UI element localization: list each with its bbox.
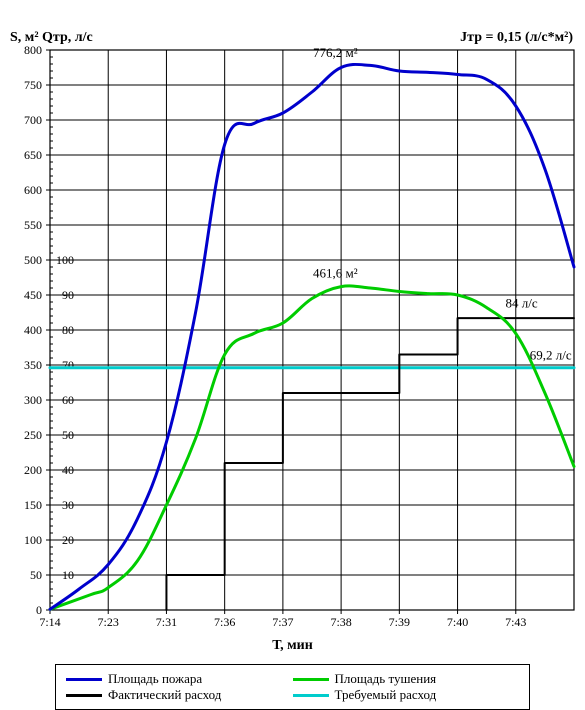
parameter-label: Jтр = 0,15 (л/с*м²) (460, 30, 573, 46)
legend-item: Фактический расход (66, 687, 293, 703)
svg-text:7:36: 7:36 (214, 615, 235, 629)
legend-swatch (66, 678, 102, 681)
svg-text:200: 200 (24, 463, 42, 477)
svg-text:50: 50 (62, 428, 74, 442)
svg-text:400: 400 (24, 323, 42, 337)
svg-text:7:43: 7:43 (505, 615, 526, 629)
svg-text:84 л/с: 84 л/с (506, 296, 538, 311)
legend-swatch (66, 694, 102, 697)
svg-text:100: 100 (24, 533, 42, 547)
svg-text:20: 20 (62, 533, 74, 547)
svg-text:350: 350 (24, 358, 42, 372)
legend-item: Требуемый расход (293, 687, 520, 703)
svg-text:650: 650 (24, 148, 42, 162)
x-axis-label: Т, мин (0, 638, 585, 654)
svg-text:150: 150 (24, 498, 42, 512)
svg-text:461,6 м²: 461,6 м² (313, 266, 358, 281)
legend-swatch (293, 678, 329, 681)
y-axis-label: S, м² Qтр, л/с (10, 30, 93, 46)
svg-text:7:39: 7:39 (389, 615, 410, 629)
svg-text:7:23: 7:23 (98, 615, 119, 629)
svg-text:80: 80 (62, 323, 74, 337)
svg-text:7:14: 7:14 (39, 615, 60, 629)
svg-text:700: 700 (24, 113, 42, 127)
svg-text:300: 300 (24, 393, 42, 407)
svg-text:600: 600 (24, 183, 42, 197)
svg-text:450: 450 (24, 288, 42, 302)
chart-page: S, м² Qтр, л/с Jтр = 0,15 (л/с*м²) 05010… (0, 0, 585, 708)
svg-text:7:40: 7:40 (447, 615, 468, 629)
svg-text:30: 30 (62, 498, 74, 512)
svg-text:90: 90 (62, 288, 74, 302)
legend-label: Площадь пожара (108, 671, 202, 687)
svg-text:60: 60 (62, 393, 74, 407)
chart-svg: 0501001502002503003504004505005506006507… (0, 0, 585, 640)
svg-text:50: 50 (30, 568, 42, 582)
svg-text:250: 250 (24, 428, 42, 442)
svg-text:7:37: 7:37 (272, 615, 293, 629)
svg-text:10: 10 (62, 568, 74, 582)
legend-item: Площадь пожара (66, 671, 293, 687)
svg-text:69,2 л/с: 69,2 л/с (530, 347, 572, 362)
legend: Площадь пожара Площадь тушения Фактическ… (55, 664, 530, 710)
svg-text:100: 100 (56, 253, 74, 267)
legend-item: Площадь тушения (293, 671, 520, 687)
legend-label: Требуемый расход (335, 687, 437, 703)
svg-text:550: 550 (24, 218, 42, 232)
svg-text:750: 750 (24, 78, 42, 92)
svg-text:776,2 м²: 776,2 м² (313, 45, 358, 60)
svg-text:40: 40 (62, 463, 74, 477)
svg-text:500: 500 (24, 253, 42, 267)
legend-swatch (293, 694, 329, 697)
legend-label: Фактический расход (108, 687, 221, 703)
svg-text:70: 70 (62, 358, 74, 372)
svg-text:7:38: 7:38 (330, 615, 351, 629)
svg-text:7:31: 7:31 (156, 615, 177, 629)
legend-label: Площадь тушения (335, 671, 437, 687)
